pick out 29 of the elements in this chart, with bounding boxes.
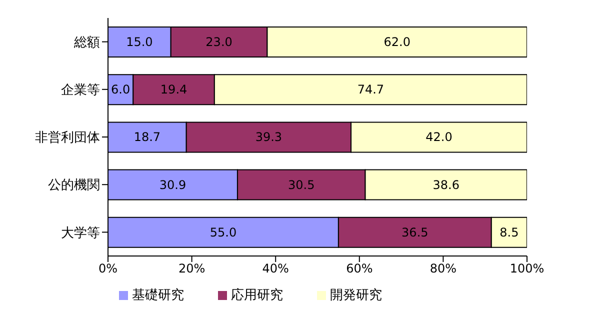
data-label: 6.0 (111, 82, 130, 97)
data-label: 8.5 (500, 225, 519, 240)
data-label: 18.7 (134, 130, 161, 144)
data-label: 74.7 (357, 82, 384, 97)
y-tick-label: 企業等 (61, 83, 100, 98)
y-tick-label: 大学等 (61, 226, 100, 241)
data-label: 15.0 (126, 35, 153, 49)
y-tick-label: 公的機関 (48, 178, 100, 194)
x-tick-label: 0% (98, 262, 118, 276)
x-tick-label: 60% (346, 262, 373, 276)
data-label: 19.4 (160, 82, 188, 97)
x-tick-label: 40% (262, 262, 289, 276)
data-label: 23.0 (206, 35, 232, 49)
legend-label: 開発研究 (330, 288, 382, 303)
data-label: 30.9 (159, 178, 186, 192)
data-label: 30.5 (288, 178, 315, 192)
x-tick-label: 20% (178, 262, 206, 276)
y-tick-label: 総額 (73, 35, 100, 50)
data-label: 38.6 (432, 178, 460, 192)
legend-label: 応用研究 (231, 288, 283, 303)
data-label: 62.0 (384, 35, 410, 49)
x-tick-label: 80% (430, 262, 457, 276)
x-tick-label: 100% (510, 262, 544, 276)
y-tick-label: 非営利団体 (35, 130, 100, 146)
data-label: 39.3 (255, 130, 282, 144)
data-label: 36.5 (402, 225, 428, 240)
legend-label: 基礎研究 (132, 288, 184, 303)
data-label: 55.0 (210, 225, 237, 240)
data-label: 42.0 (426, 130, 452, 144)
